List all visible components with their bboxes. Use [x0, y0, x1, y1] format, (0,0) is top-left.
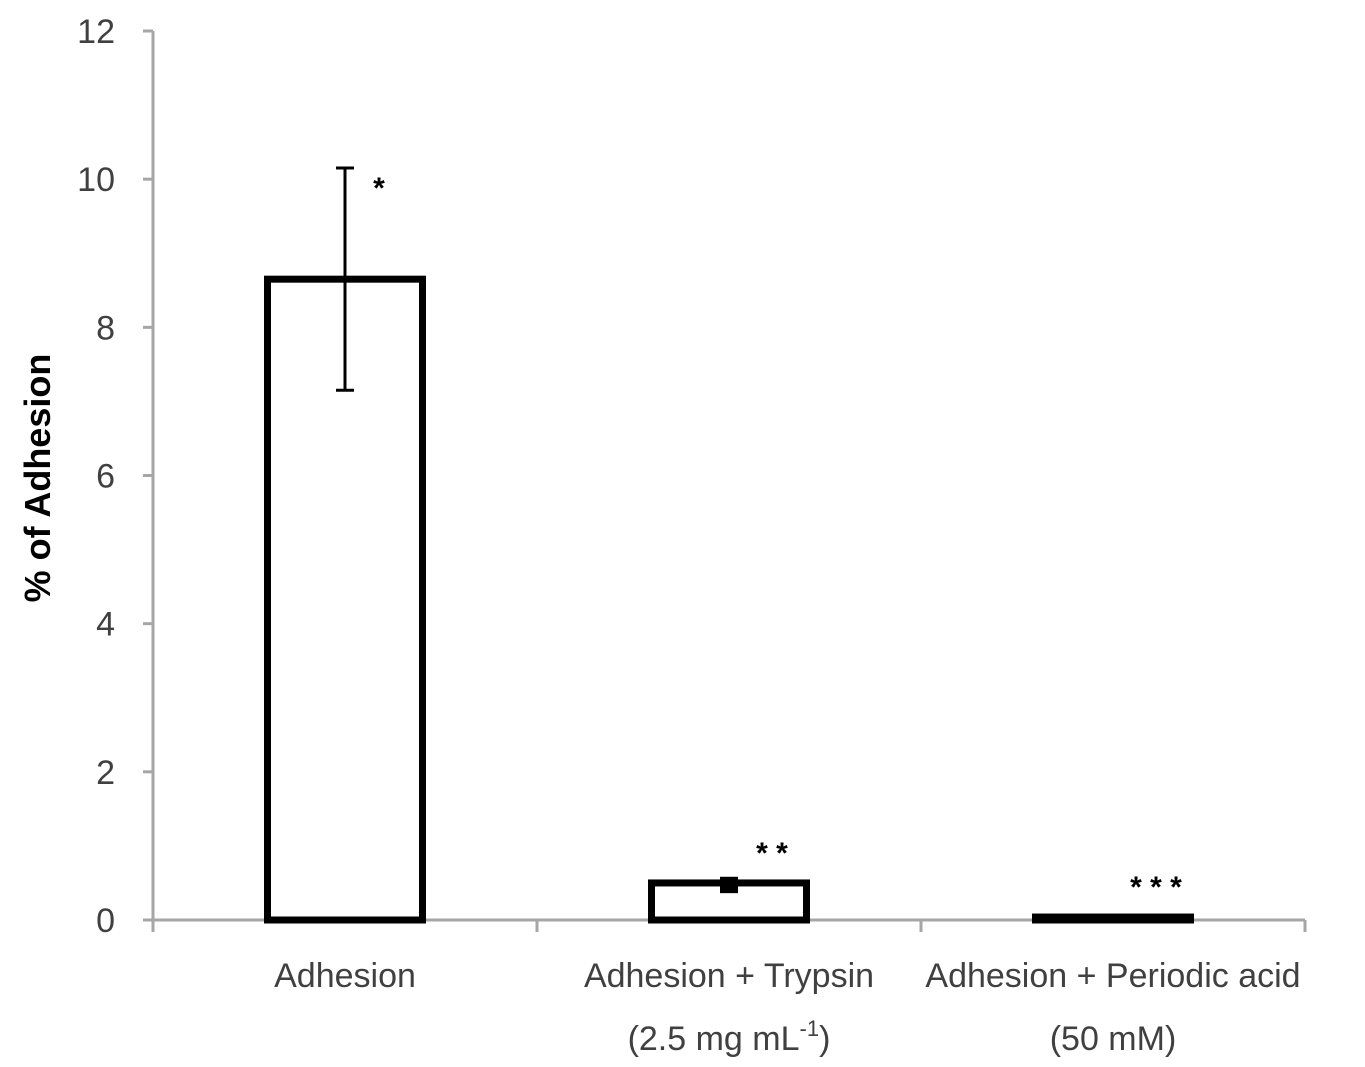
x-category-sublabel: (2.5 mg mL-1) [628, 1016, 831, 1058]
error-bar [720, 876, 738, 894]
y-tick-label: 4 [96, 606, 115, 644]
bars [264, 166, 1194, 924]
y-tick-label: 6 [96, 458, 115, 496]
labels: % of Adhesion * Adhesion * * Adhesion + Try… [17, 172, 1301, 1058]
significance-marker: * * * [1130, 871, 1182, 904]
significance-marker: * [373, 172, 385, 205]
y-axis-label: % of Adhesion [17, 354, 58, 603]
axes: 0 2 4 6 8 10 12 [77, 13, 1307, 940]
x-category-label: Adhesion + Trypsin [584, 957, 874, 995]
bar [1032, 913, 1194, 924]
y-tick-label: 2 [96, 754, 115, 792]
x-category-label: Adhesion [274, 957, 416, 995]
significance-marker: * * [756, 837, 788, 870]
y-tick-label: 0 [96, 902, 115, 940]
y-tick-label: 10 [77, 161, 115, 199]
x-category-label: Adhesion + Periodic acid [925, 957, 1300, 995]
bar [264, 275, 426, 924]
y-tick-label: 12 [77, 13, 115, 51]
x-category-sublabel: (50 mM) [1050, 1020, 1177, 1058]
y-tick-label: 8 [96, 309, 115, 347]
